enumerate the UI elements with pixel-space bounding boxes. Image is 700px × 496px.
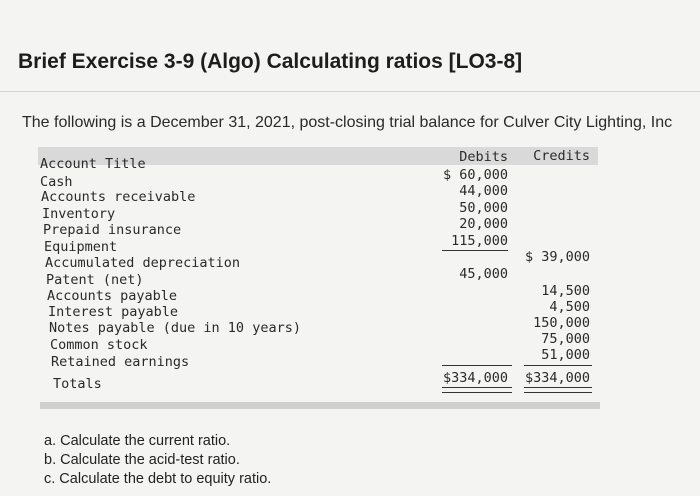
row-account: Accumulated depreciation: [45, 255, 241, 271]
row-debit: 45,000: [459, 266, 508, 282]
page-title: Brief Exercise 3-9 (Algo) Calculating ra…: [18, 50, 523, 73]
header-account-title: Account Title: [40, 156, 146, 172]
question-item: a. Calculate the current ratio.: [44, 433, 231, 449]
row-credit: $ 39,000: [524, 249, 590, 265]
row-debit: 115,000: [451, 233, 508, 249]
row-credit: 4,500: [549, 299, 590, 315]
title-divider: [0, 91, 700, 92]
row-account: Notes payable (due in 10 years): [49, 320, 301, 336]
row-account: Interest payable: [48, 304, 179, 320]
row-credit: 75,000: [541, 331, 590, 347]
row-account: Prepaid insurance: [43, 222, 182, 238]
row-account: Retained earnings: [51, 354, 190, 370]
intro-text: The following is a December 31, 2021, po…: [22, 114, 673, 131]
row-account: Accounts payable: [47, 288, 178, 304]
credit-total-line: [524, 365, 592, 366]
totals-debit: $334,000: [442, 370, 508, 386]
credit-double-underline: [524, 387, 592, 393]
debit-subtotal-line: [442, 250, 508, 251]
row-account: Inventory: [42, 206, 116, 222]
row-credit: 150,000: [533, 315, 590, 331]
question-list: a. Calculate the current ratio. b. Calcu…: [44, 432, 271, 489]
table-footer-bar: [40, 402, 600, 409]
question-item: b. Calculate the acid-test ratio.: [44, 452, 240, 468]
row-debit: 44,000: [459, 183, 508, 199]
totals-label: Totals: [53, 376, 102, 392]
row-account: Patent (net): [46, 272, 144, 288]
trial-balance-table: Account Title Debits Credits Cash $ 60,0…: [38, 147, 598, 397]
row-account: Common stock: [50, 337, 148, 353]
row-debit: 20,000: [459, 216, 508, 232]
row-credit: 14,500: [541, 283, 590, 299]
header-credits: Credits: [533, 148, 590, 164]
question-item: c. Calculate the debt to equity ratio.: [44, 471, 272, 487]
debit-total-line: [442, 365, 512, 366]
debit-double-underline: [442, 387, 512, 393]
row-account: Equipment: [44, 239, 118, 255]
totals-credit: $334,000: [524, 370, 590, 386]
table-header-bar: [38, 147, 598, 165]
header-debits: Debits: [459, 149, 508, 165]
row-credit: 51,000: [541, 347, 590, 363]
row-debit: $ 60,000: [442, 167, 508, 183]
row-account: Accounts receivable: [41, 189, 196, 205]
row-debit: 50,000: [459, 200, 508, 216]
row-account: Cash: [40, 174, 73, 190]
